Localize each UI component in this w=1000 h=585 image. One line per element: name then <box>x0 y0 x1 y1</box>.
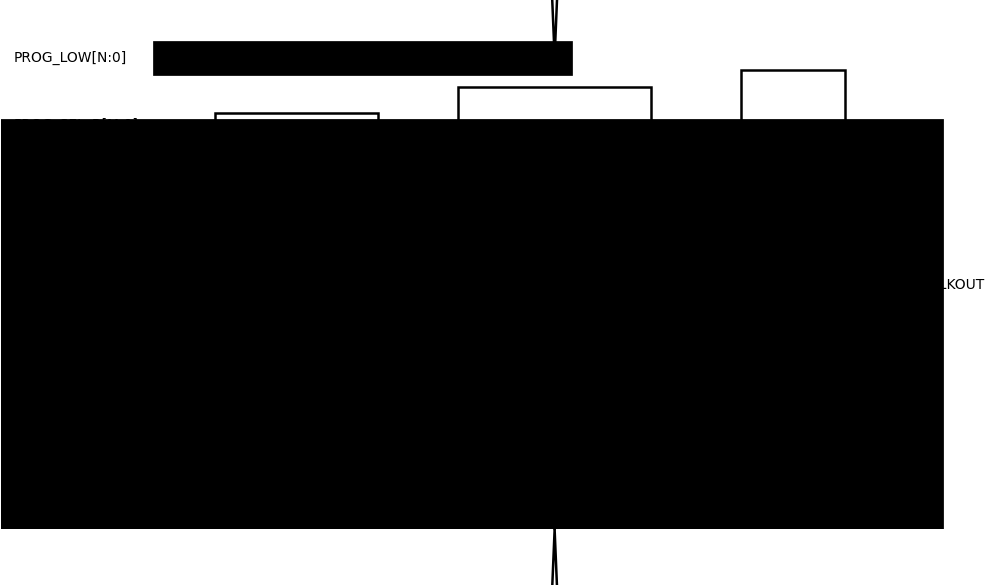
Text: CLKMP: CLKMP <box>13 194 60 208</box>
Text: L: L <box>143 467 150 480</box>
Text: PROG_SEL_R[M:0]: PROG_SEL_R[M:0] <box>13 118 138 132</box>
Text: CLKOUT: CLKOUT <box>929 278 984 292</box>
Text: 上升沿
参考时钟
选择电路
101: 上升沿 参考时钟 选择电路 101 <box>278 166 315 244</box>
Bar <box>458 87 651 298</box>
Circle shape <box>551 352 559 358</box>
Bar <box>741 70 845 500</box>
Text: RISE_WAIT: RISE_WAIT <box>560 297 633 311</box>
Text: CLKMP: CLKMP <box>13 442 60 456</box>
Bar <box>215 112 378 298</box>
Text: 状态选择电路
105: 状态选择电路 105 <box>406 311 460 347</box>
Circle shape <box>551 300 559 307</box>
Text: PROG_SEL_F[M:0]: PROG_SEL_F[M:0] <box>13 379 137 393</box>
Text: PROG_FRAC[M:0]: PROG_FRAC[M:0] <box>13 408 132 422</box>
Text: PROG_LOW[N:0]: PROG_LOW[N:0] <box>13 51 127 65</box>
Text: PROG_CTRL_R: PROG_CTRL_R <box>13 311 112 325</box>
Circle shape <box>682 404 690 410</box>
Text: FALL_WAIT: FALL_WAIT <box>560 347 633 362</box>
Text: 低电平
控制电路
103: 低电平 控制电路 103 <box>536 164 573 221</box>
Bar <box>215 365 378 504</box>
Text: PROG_HIGH[N:0]: PROG_HIGH[N:0] <box>13 501 130 515</box>
Text: 下降沿
参考时钟
选择电路
102: 下降沿 参考时钟 选择电路 102 <box>278 395 315 473</box>
Text: FALL_CLK: FALL_CLK <box>386 414 451 428</box>
Text: L: L <box>143 219 150 232</box>
Bar <box>215 302 651 356</box>
Text: DIVR: DIVR <box>656 130 690 144</box>
Text: RISE_CLK: RISE_CLK <box>386 184 450 198</box>
Text: 高电平
控制电路
104: 高电平 控制电路 104 <box>536 397 573 455</box>
Circle shape <box>682 147 690 154</box>
Bar <box>458 352 651 500</box>
Text: PROG_CTRL_F: PROG_CTRL_F <box>13 333 111 347</box>
Text: DIVF: DIVF <box>656 386 689 400</box>
Text: PROG_FRAC[M:0]: PROG_FRAC[M:0] <box>13 156 132 170</box>
Text: 输出
电路
106: 输出 电路 106 <box>778 256 807 314</box>
